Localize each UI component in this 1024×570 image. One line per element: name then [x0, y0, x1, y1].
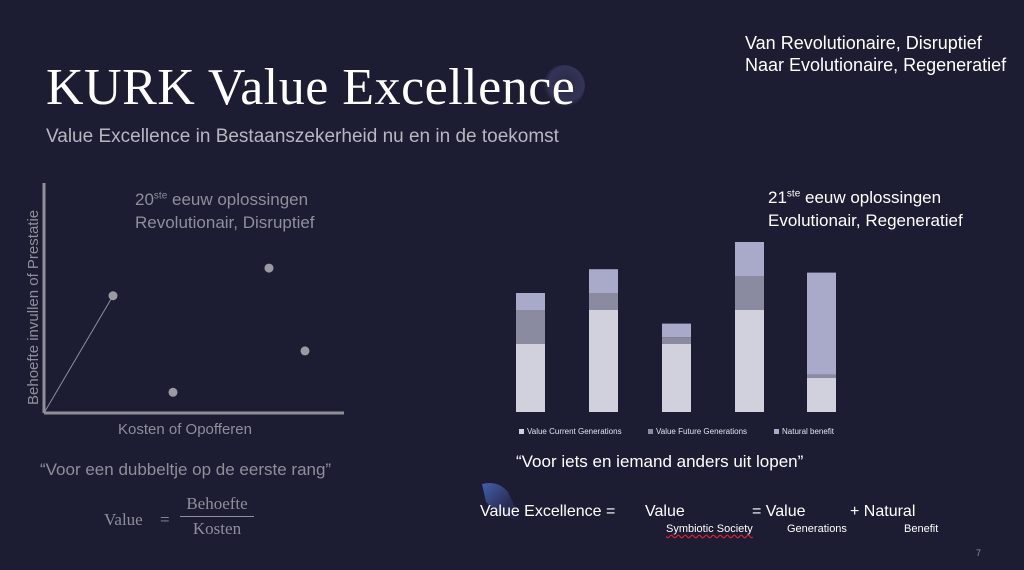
bar-5-segment-3	[807, 272, 836, 375]
bar-1-segment-2	[516, 310, 545, 344]
bar-1-segment-3	[516, 293, 545, 310]
legend-current-label: Value Current Generations	[527, 427, 622, 436]
scatter-point-1	[108, 291, 118, 301]
top-right-line-1: Van Revolutionaire, Disruptief	[745, 33, 982, 53]
crystal-cone-decoration	[482, 483, 522, 522]
legend-current-swatch	[519, 429, 524, 435]
legend-natural: Natural benefit	[774, 427, 834, 436]
bar-3-segment-3	[662, 323, 691, 338]
bar-4-segment-2	[735, 276, 764, 310]
right-caption: 21ste eeuw oplossingen Evolutionair, Reg…	[768, 186, 963, 232]
right-caption-sup: ste	[786, 188, 801, 200]
left-caption: 20ste eeuw oplossingen Revolutionair, Di…	[135, 188, 315, 234]
bar-2-segment-1	[589, 310, 618, 412]
bar-3-segment-1	[662, 344, 691, 412]
excellence-formula-part-1: Value Excellence =	[480, 503, 616, 520]
formula-sub-generations: Generations	[787, 523, 847, 535]
formula-numerator: Behoefte	[180, 494, 254, 517]
excellence-formula-part-4: + Natural	[850, 503, 916, 520]
scatter-x-axis-label: Kosten of Opofferen	[118, 421, 252, 438]
bar-5-segment-2	[807, 374, 836, 378]
slide-subtitle: Value Excellence in Bestaanszekerheid nu…	[46, 126, 559, 147]
page-number: 7	[976, 548, 982, 558]
top-right-line-2: Naar Evolutionaire, Regeneratief	[745, 55, 1007, 75]
bar-4-segment-3	[735, 242, 764, 276]
quote-left: “Voor een dubbeltje op de eerste rang”	[40, 460, 332, 479]
bar-2-segment-2	[589, 293, 618, 310]
bar-2-segment-3	[589, 269, 618, 293]
formula-sub-symbiotic-text: Symbiotic Society	[666, 523, 753, 535]
left-caption-number: 20	[135, 190, 154, 209]
scatter-trend-line	[43, 295, 114, 414]
legend-future-swatch	[648, 429, 653, 435]
formula-sub-benefit: Benefit	[904, 523, 939, 535]
bar-5-segment-1	[807, 378, 836, 412]
slide-title: KURK Value Excellence	[46, 59, 576, 116]
scatter-point-2	[168, 387, 178, 397]
formula-sub-symbiotic: Symbiotic Society	[666, 523, 753, 535]
legend-future: Value Future Generations	[648, 427, 747, 436]
legend-future-label: Value Future Generations	[656, 427, 748, 436]
right-caption-line-2: Evolutionair, Regeneratief	[768, 211, 963, 230]
right-caption-text: eeuw oplossingen	[800, 188, 942, 207]
excellence-formula-part-3: = Value	[752, 503, 806, 520]
bar-3-segment-2	[662, 337, 691, 344]
scatter-point-3	[264, 263, 274, 273]
formula-equals: =	[160, 510, 170, 529]
bar-1-segment-1	[516, 344, 545, 412]
left-caption-sup: ste	[153, 190, 168, 202]
formula-denominator: Kosten	[192, 519, 242, 538]
legend-natural-label: Natural benefit	[782, 427, 835, 436]
glass-orb-decoration	[543, 65, 585, 107]
legend-current: Value Current Generations	[519, 427, 622, 436]
left-caption-line-2: Revolutionair, Disruptief	[135, 213, 315, 232]
formula-fraction: Behoefte Kosten	[180, 494, 254, 539]
excellence-formula-part-2: Value	[645, 503, 685, 520]
quote-right: “Voor iets en iemand anders uit lopen”	[516, 452, 804, 471]
formula-lhs: Value	[104, 510, 143, 529]
scatter-point-4	[300, 346, 310, 356]
legend-natural-swatch	[774, 429, 779, 435]
right-caption-number: 21	[768, 188, 787, 207]
left-caption-text: eeuw oplossingen	[167, 190, 309, 209]
bar-4-segment-1	[735, 310, 764, 412]
top-right-statement: Van Revolutionaire, Disruptief Naar Evol…	[745, 32, 1006, 76]
